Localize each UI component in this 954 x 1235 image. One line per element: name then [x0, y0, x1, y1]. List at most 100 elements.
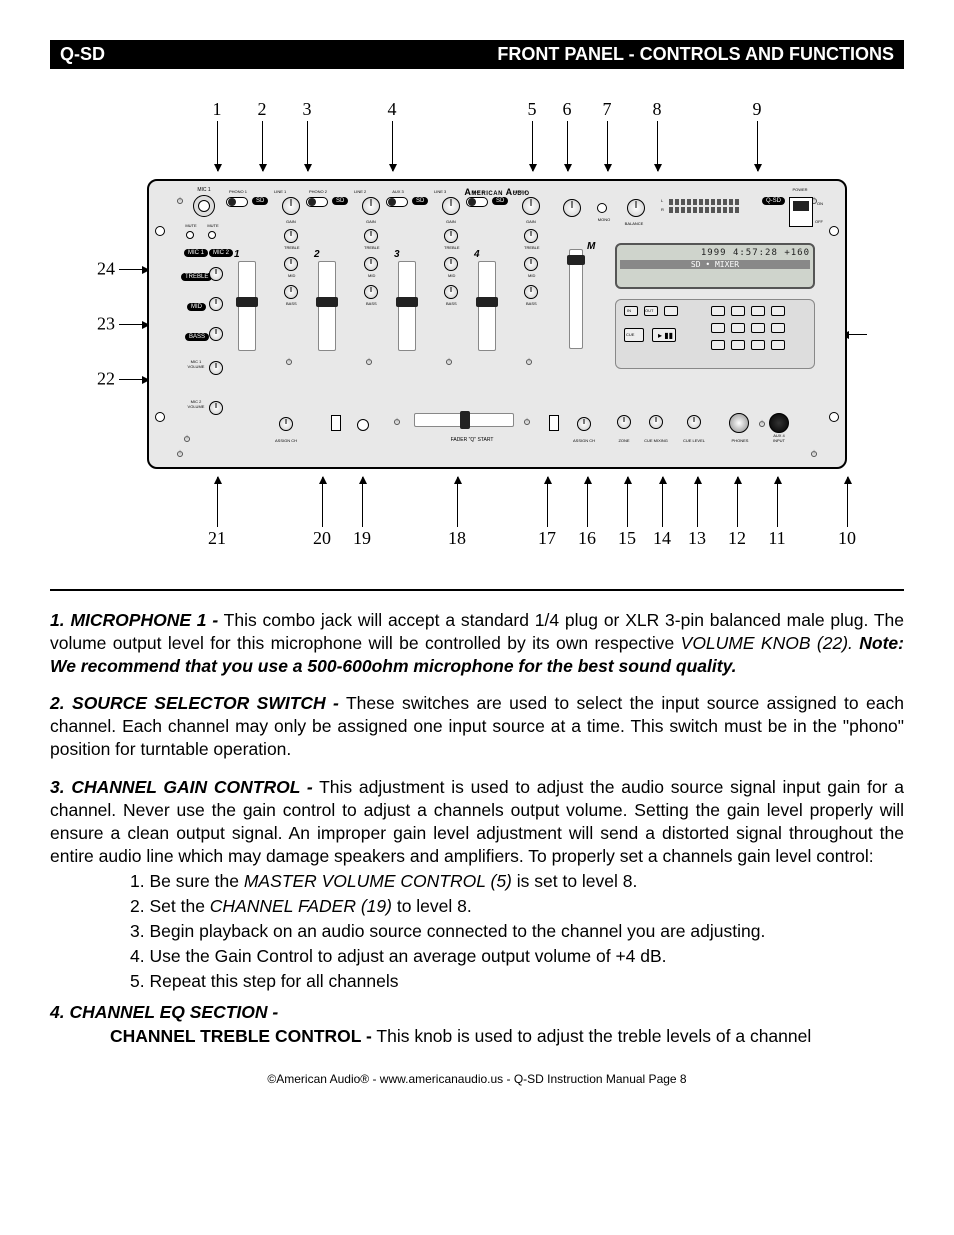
- sd-btn: [771, 323, 785, 333]
- mid-label: MID: [448, 273, 455, 278]
- sd-btn: [771, 306, 785, 316]
- model-badge: Q-SD: [762, 197, 785, 205]
- mount-hole: [155, 226, 165, 236]
- channel-mid-knob: [524, 257, 538, 271]
- diagram-bottom-callouts: 212019181716151413121110: [97, 529, 857, 549]
- src-label: AUX 4: [466, 189, 490, 194]
- m-label: M: [587, 241, 595, 252]
- treble-label: TREBLE: [444, 245, 460, 250]
- item-number: 2.: [50, 693, 65, 713]
- mic-treble-knob: [209, 267, 223, 281]
- screw-icon: [524, 419, 530, 425]
- zone-knob: [617, 415, 631, 429]
- channel-fader-cap: [236, 297, 258, 307]
- item-3: 3. CHANNEL GAIN CONTROL - This adjustmen…: [50, 776, 904, 868]
- sd-badge: SD: [252, 197, 268, 205]
- sd-btn: [731, 323, 745, 333]
- cf-on-switch: [549, 415, 559, 431]
- balance-knob: [627, 199, 645, 217]
- fader-q-start-label: FADER "Q" START: [442, 437, 502, 443]
- header-right: FRONT PANEL - CONTROLS AND FUNCTIONS: [497, 44, 894, 65]
- gain-label: GAIN: [286, 219, 296, 224]
- power-switch: [789, 197, 813, 227]
- mic-badge: MIC 1: [184, 249, 208, 257]
- cue-indicator: [526, 359, 532, 365]
- callout-number: 9: [753, 99, 762, 120]
- sd-btn: [751, 323, 765, 333]
- mid-badge: MID: [187, 303, 206, 311]
- assign-ch-knob: [577, 417, 591, 431]
- callout-number: 16: [578, 528, 596, 549]
- bass-badge: BASS: [185, 333, 209, 341]
- sd-btn: [711, 323, 725, 333]
- volume-knob-ref: VOLUME KNOB (22).: [681, 633, 860, 653]
- mic1-volume-knob: [209, 361, 223, 375]
- callout-arrow: [119, 324, 149, 325]
- item-title: SOURCE SELECTOR SWITCH -: [72, 693, 339, 713]
- screw-icon: [177, 198, 183, 204]
- sd-btn: [731, 340, 745, 350]
- channel-fader: [238, 261, 256, 351]
- callout-number: 22: [97, 369, 115, 390]
- mount-hole: [155, 412, 165, 422]
- power-label: POWER: [785, 187, 815, 192]
- screw-icon: [394, 419, 400, 425]
- channel-bass-knob: [524, 285, 538, 299]
- callout-arrow: [217, 477, 218, 527]
- cf-on-switch: [331, 415, 341, 431]
- mic-badge: MIC 2: [209, 249, 233, 257]
- bass-label: BASS: [446, 301, 457, 306]
- front-panel-diagram: 123456789 242322 21201918171615141312111…: [97, 99, 857, 549]
- callout-arrow: [322, 477, 323, 527]
- callout-arrow: [757, 121, 758, 171]
- gain-label: GAIN: [366, 219, 376, 224]
- channel-number: 2: [314, 249, 320, 260]
- bass-label: BASS: [366, 301, 377, 306]
- src-label: LINE 1: [274, 189, 286, 194]
- mount-hole: [829, 412, 839, 422]
- cue-level-label: CUE LEVEL: [677, 438, 711, 443]
- mic1-vol-label: MIC 1 VOLUME: [181, 359, 211, 369]
- mute-label: MUTE: [181, 223, 201, 228]
- aux4-input-jack: [769, 413, 789, 433]
- channel-bass-knob: [444, 285, 458, 299]
- treble-label: TREBLE: [364, 245, 380, 250]
- balance-label: BALANCE: [619, 221, 649, 226]
- mic2-volume-knob: [209, 401, 223, 415]
- screw-icon: [184, 436, 190, 442]
- callout-number: 15: [618, 528, 636, 549]
- callout-arrow: [262, 121, 263, 171]
- callout-number: 5: [528, 99, 537, 120]
- channel-number: 4: [474, 249, 480, 260]
- callout-arrow: [627, 477, 628, 527]
- treble-label: TREBLE: [524, 245, 540, 250]
- callout-number: 2: [258, 99, 267, 120]
- item-4-sub-title: CHANNEL TREBLE CONTROL -: [110, 1026, 372, 1046]
- mid-label: MID: [368, 273, 375, 278]
- step-line: 4. Use the Gain Control to adjust an ave…: [130, 945, 904, 968]
- channel-gain-knob: [282, 197, 300, 215]
- channel-gain-knob: [362, 197, 380, 215]
- item-4-sub-text: This knob is used to adjust the treble l…: [372, 1026, 811, 1046]
- channel-fader-cap: [316, 297, 338, 307]
- callout-number: 7: [603, 99, 612, 120]
- sd-badge: SD: [412, 197, 428, 205]
- bass-label: BASS: [286, 301, 297, 306]
- item-number: 4.: [50, 1002, 65, 1022]
- callout-arrow: [392, 121, 393, 171]
- mic-bass-knob: [209, 327, 223, 341]
- master-volume-knob: [563, 199, 581, 217]
- item-title: CHANNEL EQ SECTION -: [69, 1002, 278, 1022]
- src-label: LINE 4: [514, 189, 526, 194]
- callout-arrow: [307, 121, 308, 171]
- mount-hole: [829, 226, 839, 236]
- src-label: AUX 3: [386, 189, 410, 194]
- src-label: PHONO 2: [306, 189, 330, 194]
- master-fader-cap: [567, 255, 585, 265]
- sd-badge: SD: [332, 197, 348, 205]
- cue-indicator: [286, 359, 292, 365]
- callout-number: 23: [97, 314, 115, 335]
- callout-number: 17: [538, 528, 556, 549]
- item-3-steps: 1. Be sure the MASTER VOLUME CONTROL (5)…: [130, 870, 904, 993]
- diagram-left-callouts: 242322: [97, 99, 137, 549]
